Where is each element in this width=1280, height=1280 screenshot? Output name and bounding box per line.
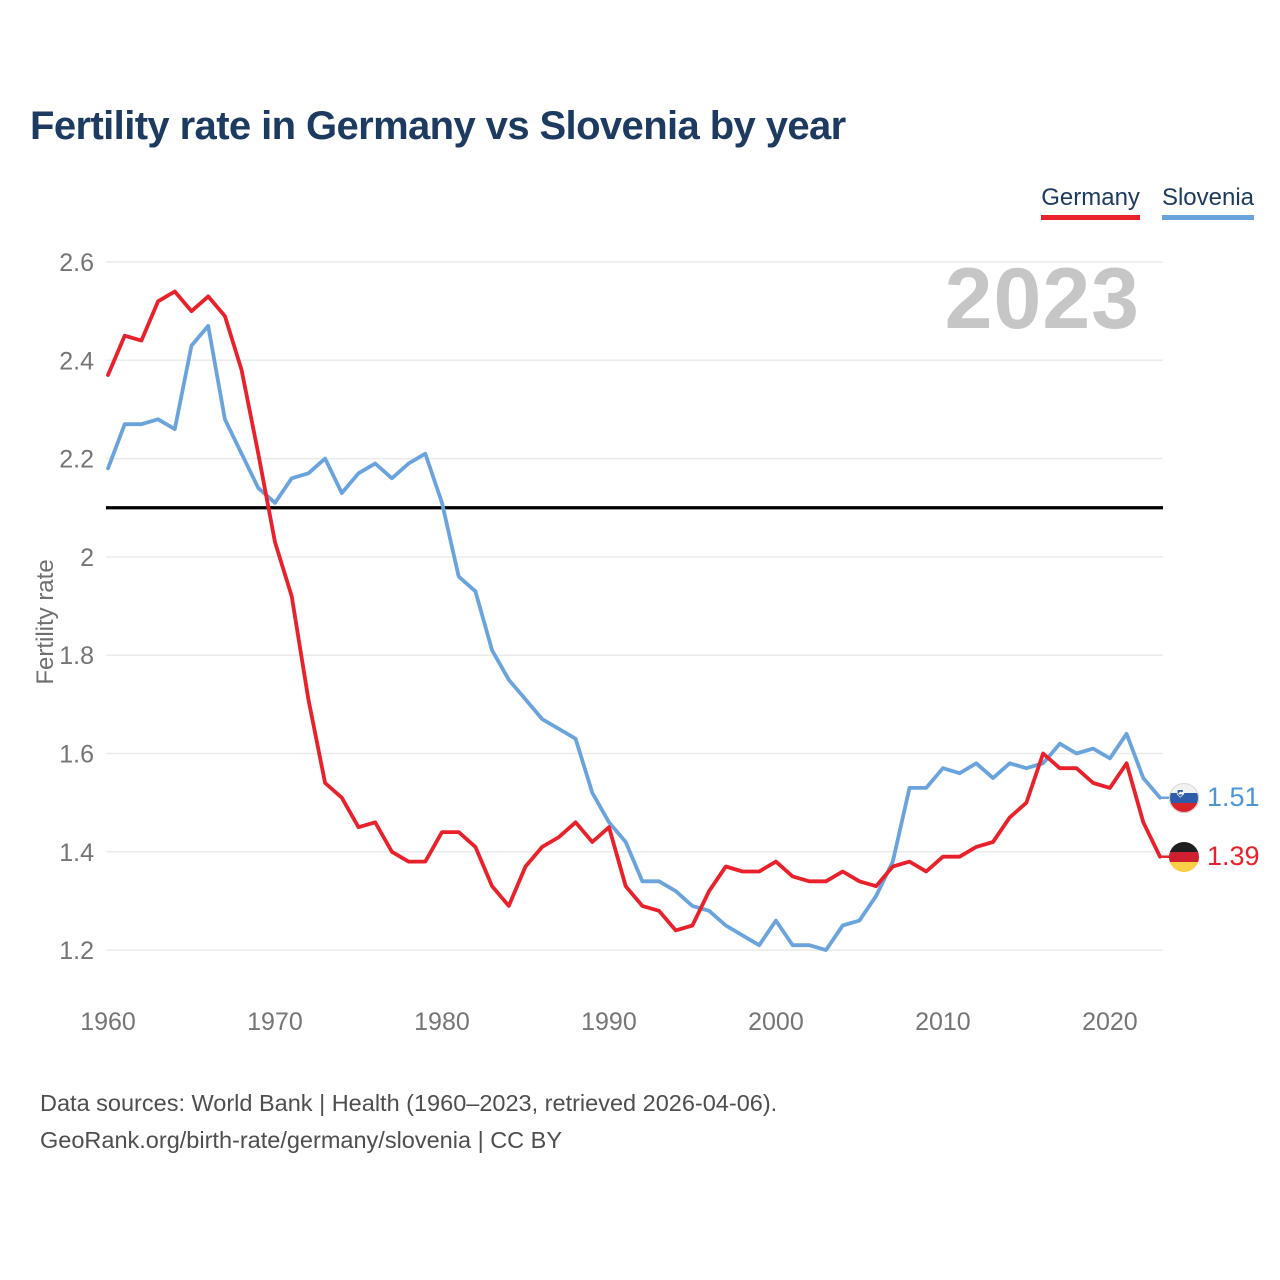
y-tick-label: 1.2 [59, 937, 94, 965]
footer-attribution: GeoRank.org/birth-rate/germany/slovenia … [40, 1127, 563, 1153]
page-title: Fertility rate in Germany vs Slovenia by… [30, 104, 846, 148]
y-tick-label: 2.6 [59, 249, 94, 277]
year-watermark: 2023 [944, 251, 1140, 347]
x-tick-label: 1980 [414, 1008, 470, 1036]
y-tick-label: 1.8 [59, 642, 94, 670]
end-label-slovenia: 1.51 [1169, 782, 1260, 813]
footer: Data sources: World Bank | Health (1960–… [40, 1085, 777, 1159]
legend-item-slovenia[interactable]: Slovenia [1161, 184, 1254, 220]
x-tick-label: 2000 [748, 1008, 804, 1036]
x-tick-label: 1990 [581, 1008, 637, 1036]
chart-svg: 1.2 1.4 1.6 1.8 2 2.2 2.4 2.6 1960 1970 1980 1990 20… [59, 249, 1172, 1036]
y-tick-label: 2.4 [59, 347, 94, 375]
x-tick-label: 1960 [80, 1008, 136, 1036]
legend-item-germany[interactable]: Germany [1041, 184, 1140, 220]
end-label-germany: 1.39 [1169, 841, 1260, 872]
y-tick-label: 1.6 [59, 741, 94, 769]
slovenia-flag-icon [1169, 782, 1199, 813]
germany-line [106, 289, 1162, 933]
y-tick-label: 1.4 [59, 839, 94, 867]
legend-label-slovenia: Slovenia [1161, 184, 1254, 211]
end-value-germany: 1.39 [1207, 841, 1260, 872]
slovenia-line [106, 324, 1162, 952]
legend-label-germany: Germany [1041, 184, 1140, 211]
x-tick-label: 1970 [247, 1008, 303, 1036]
x-tick-label: 2010 [915, 1008, 971, 1036]
y-tick-label: 2.2 [59, 446, 94, 474]
legend: Germany Slovenia [1041, 184, 1254, 220]
end-value-slovenia: 1.51 [1207, 782, 1260, 813]
y-tick-label: 2 [80, 544, 94, 572]
footer-sources: Data sources: World Bank | Health (1960–… [40, 1090, 778, 1116]
x-tick-label: 2020 [1082, 1008, 1138, 1036]
germany-flag-icon [1169, 841, 1199, 872]
